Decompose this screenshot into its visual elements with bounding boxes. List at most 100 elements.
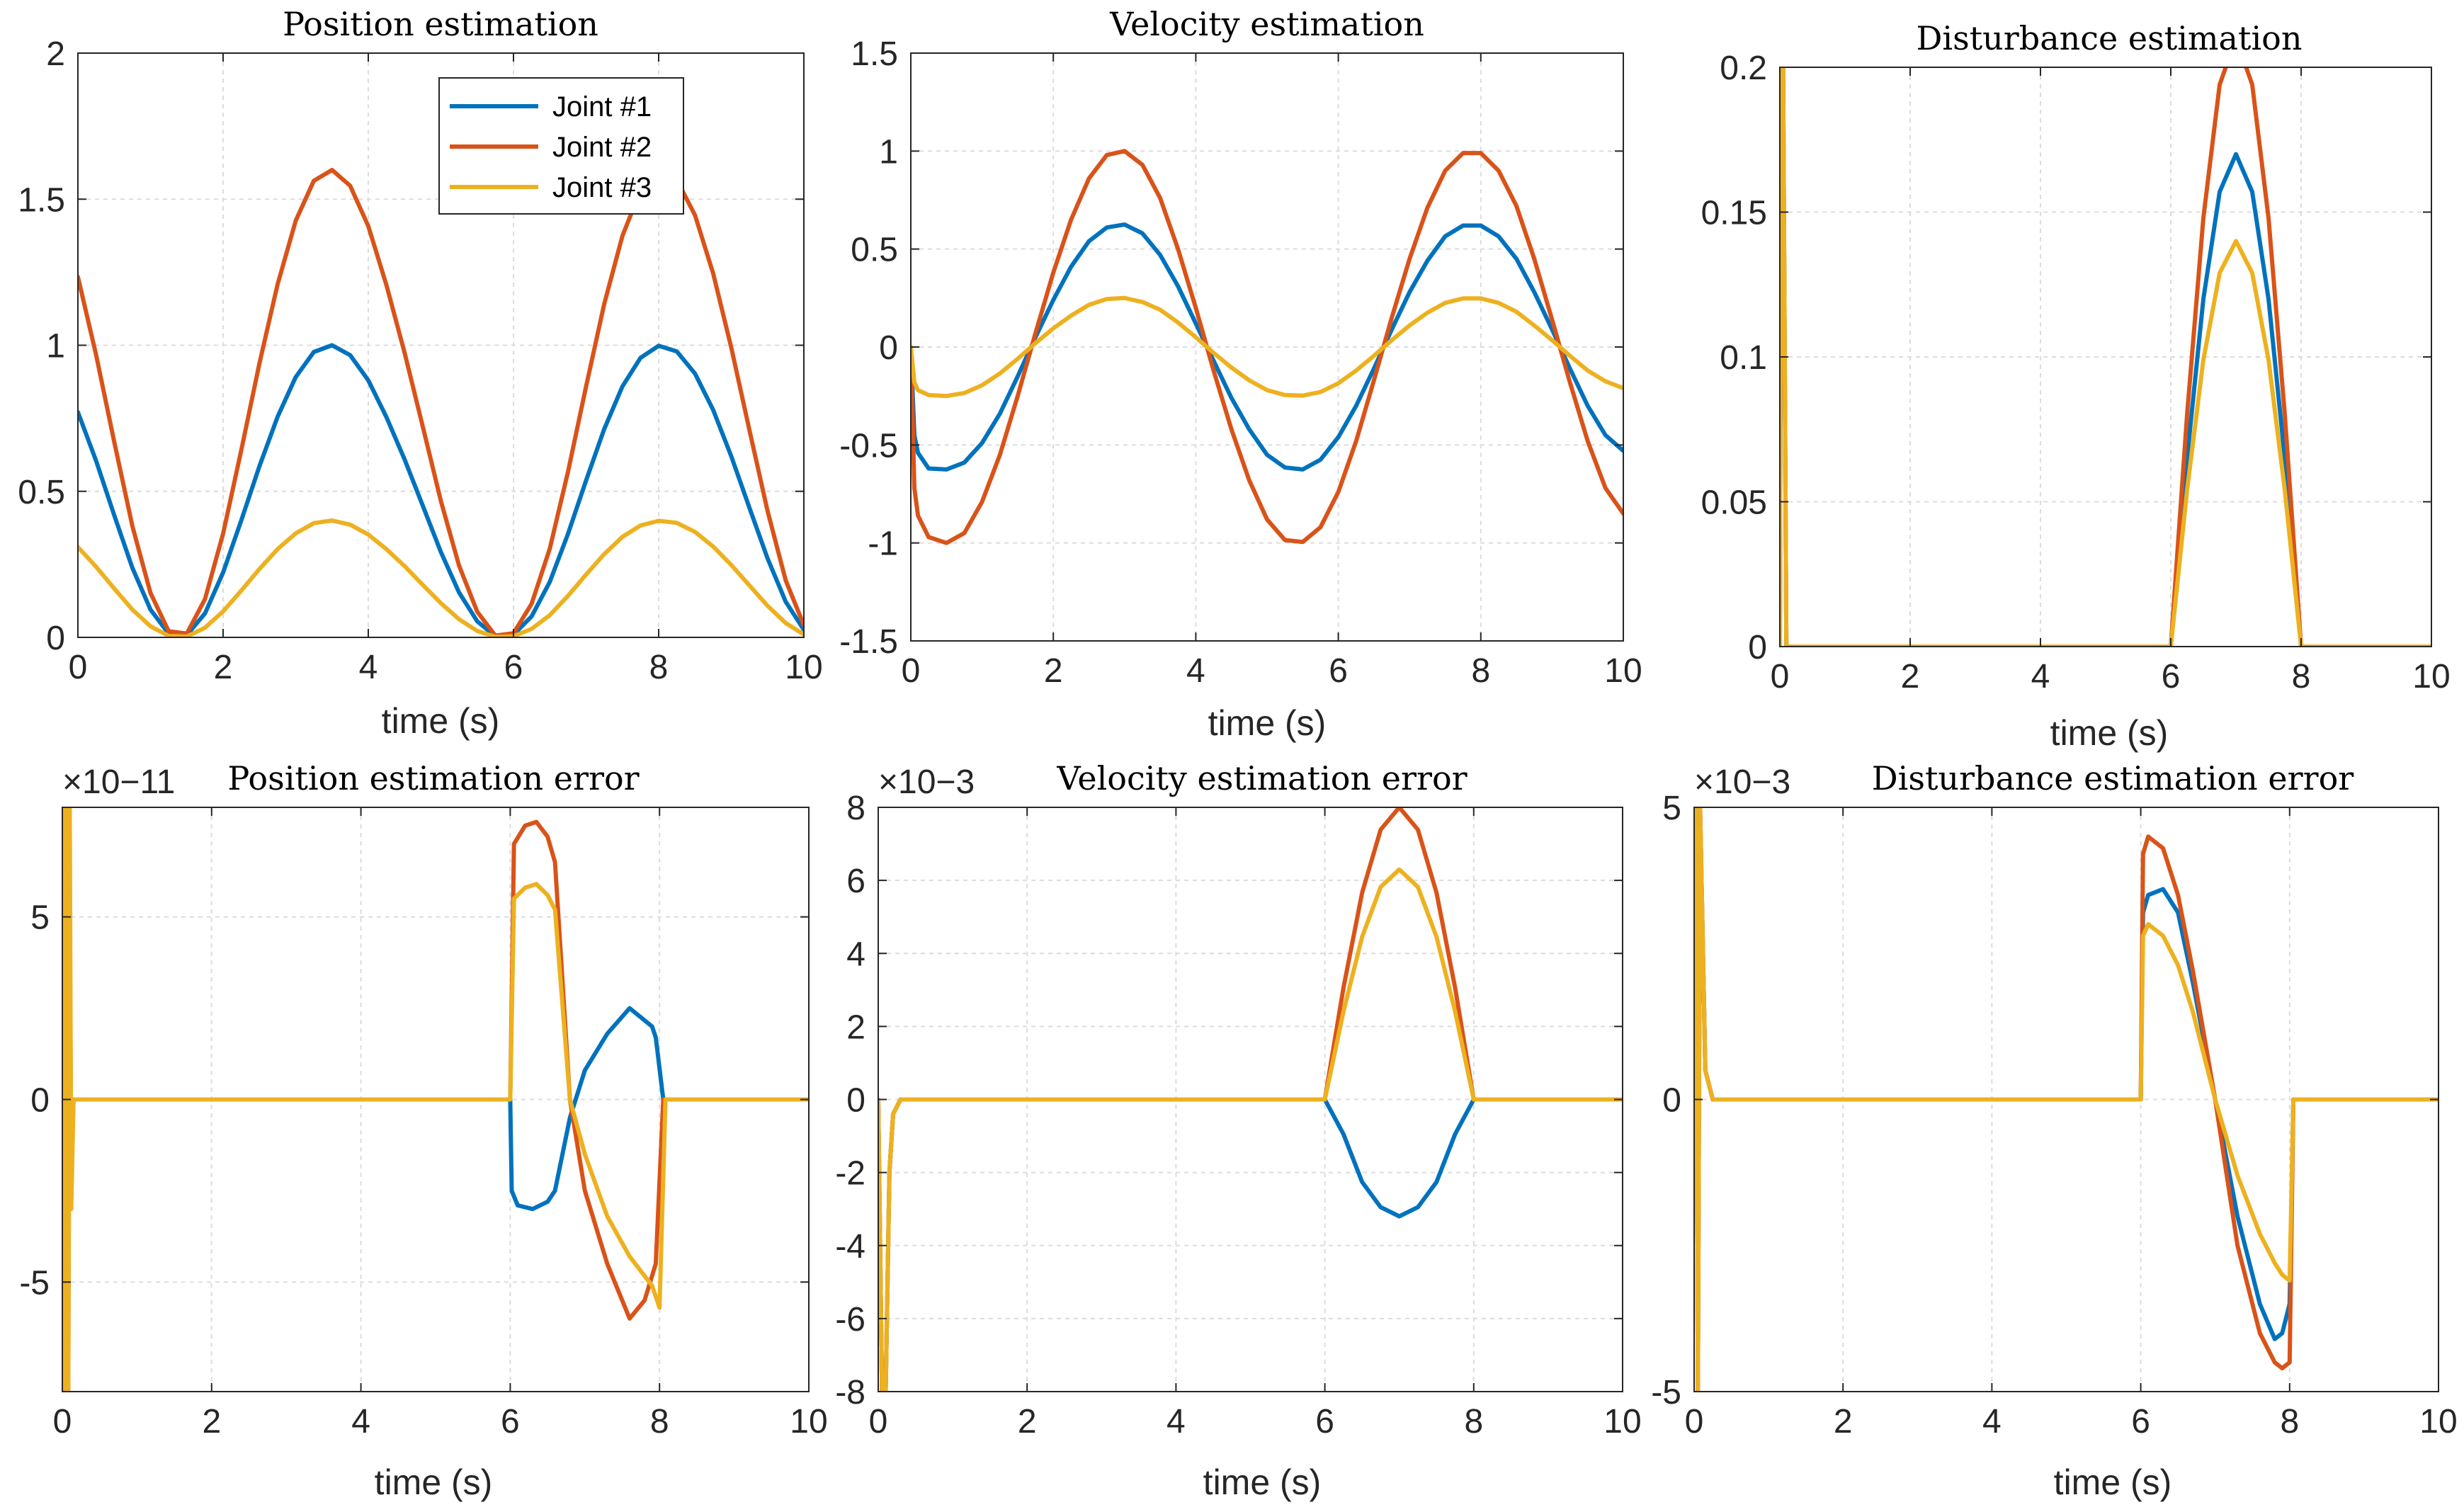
chart-title: Velocity estimation error [1056,759,1467,797]
x-tick-label: 8 [2280,1403,2299,1440]
x-tick-label: 10 [790,1403,827,1440]
x-tick-label: 6 [1329,652,1348,690]
y-tick-label: 5 [30,899,50,937]
x-tick-label: 2 [1044,652,1063,690]
panel-disturbance-estimation: Disturbance estimation time (s) 0 2 4 6 8 10 0… [1701,19,2451,753]
series-group [911,149,1623,545]
x-tick-label: 4 [2031,658,2050,695]
x-tick-label: 10 [1604,652,1642,690]
panel-position-estimation: Position estimation time (s) 0 2 4 6 8 10 0 0.5… [18,5,822,741]
y-tick-label: 5 [1662,790,1681,827]
y-tick-label: -8 [835,1374,865,1411]
x-tick-label: 6 [1315,1403,1334,1440]
series-line-joint3 [62,807,809,1392]
series-group [1694,807,2439,1392]
x-axis-label: time (s) [2054,1462,2172,1502]
x-tick-label: 8 [2292,658,2311,695]
x-tick-label: 2 [1834,1403,1853,1440]
x-tick-label: 10 [1603,1403,1641,1440]
y-tick-label: 0.2 [1720,50,1767,87]
x-tick-label: 4 [359,649,378,686]
x-axis-label: time (s) [2050,713,2169,753]
legend-label-joint3: Joint #3 [552,172,652,203]
y-tick-label: -1 [868,525,898,563]
series-line-joint2 [911,149,1623,545]
x-tick-label: 2 [202,1403,221,1440]
series-line-joint1 [78,343,804,637]
chart-title: Position estimation [283,5,598,43]
y-tick-label: 0.5 [851,232,898,269]
legend-label-joint1: Joint #1 [552,91,652,123]
y-tick-label: 4 [846,936,865,973]
y-tick-label: 2 [46,35,65,73]
x-tick-label: 8 [649,649,669,686]
x-tick-label: 8 [650,1403,669,1440]
series-line-joint3 [1780,67,2431,647]
y-tick-label: 1.5 [18,181,65,219]
panel-velocity-estimation: Velocity estimation time (s) 0 2 4 6 8 10-1.5… [839,5,1642,743]
x-tick-label: 4 [1166,1403,1186,1440]
y-tick-label: 2 [846,1008,865,1046]
y-tick-label: 0 [879,329,898,367]
x-tick-label: 0 [1771,658,1790,695]
x-axis-label: time (s) [1208,703,1327,743]
y-tick-label: 0.15 [1701,195,1767,232]
y-tick-label: 0 [846,1082,865,1120]
chart-title: Disturbance estimation [1917,19,2303,57]
x-tick-label: 10 [2419,1403,2457,1440]
y-tick-label: -0.5 [839,427,898,465]
x-tick-label: 0 [53,1403,72,1440]
y-tick-label: 1 [879,133,898,171]
series-group [878,807,1623,1392]
x-axis-label: time (s) [382,701,500,741]
y-tick-label: -5 [1651,1374,1681,1411]
x-tick-label: 6 [2131,1403,2150,1440]
x-tick-label: 10 [2412,658,2450,695]
x-tick-label: 2 [1901,658,1920,695]
x-axis-label: time (s) [375,1462,493,1502]
legend-label-joint2: Joint #2 [552,132,652,163]
y-tick-label: 0 [46,620,65,657]
series-line-joint3 [1694,807,2439,1392]
x-tick-label: 0 [902,652,921,690]
series-line-joint3 [878,867,1623,1392]
panel-disturbance-estimation-error: Disturbance estimation error ×10−3 time … [1651,759,2457,1502]
x-tick-label: 4 [1982,1403,2002,1440]
y-tick-label: -5 [19,1264,50,1302]
x-tick-label: 6 [504,649,523,686]
x-tick-label: 8 [1471,652,1490,690]
y-tick-label: 8 [846,790,865,827]
chart-title: Disturbance estimation error [1872,759,2354,797]
y-exponent-label: ×10−3 [1694,763,1790,801]
y-tick-label: -1.5 [839,623,898,661]
chart-title: Position estimation error [227,759,639,797]
y-tick-label: 0 [1662,1082,1681,1120]
y-exponent-label: ×10−11 [62,763,175,801]
x-tick-label: 2 [214,649,233,686]
panel-position-estimation-error: Position estimation error ×10−11 time (s… [19,759,827,1502]
y-tick-label: -6 [835,1301,865,1338]
y-tick-label: -2 [835,1155,865,1193]
y-tick-label: 0.05 [1701,484,1767,522]
x-tick-label: 0 [1685,1403,1704,1440]
series-line-joint1 [911,222,1623,472]
y-tick-label: 0.5 [18,474,65,511]
x-axis-label: time (s) [1203,1462,1322,1502]
x-tick-label: 0 [69,649,88,686]
x-tick-label: 0 [869,1403,888,1440]
y-tick-label: 0 [30,1082,50,1120]
y-exponent-label: ×10−3 [878,763,975,801]
series-line-joint3 [911,295,1623,399]
panel-velocity-estimation-error: Velocity estimation error ×10−3 time (s)… [835,759,1641,1502]
y-tick-label: 1.5 [851,35,898,73]
series-line-joint3 [78,518,804,637]
chart-title: Velocity estimation [1109,5,1424,43]
x-tick-label: 2 [1018,1403,1037,1440]
x-tick-label: 10 [785,649,822,686]
y-tick-label: 0 [1748,629,1767,666]
y-tick-label: 0.1 [1720,339,1767,377]
x-tick-label: 6 [2162,658,2181,695]
legend: Joint #1 Joint #2 Joint #3 [438,77,684,215]
x-tick-label: 4 [351,1403,370,1440]
